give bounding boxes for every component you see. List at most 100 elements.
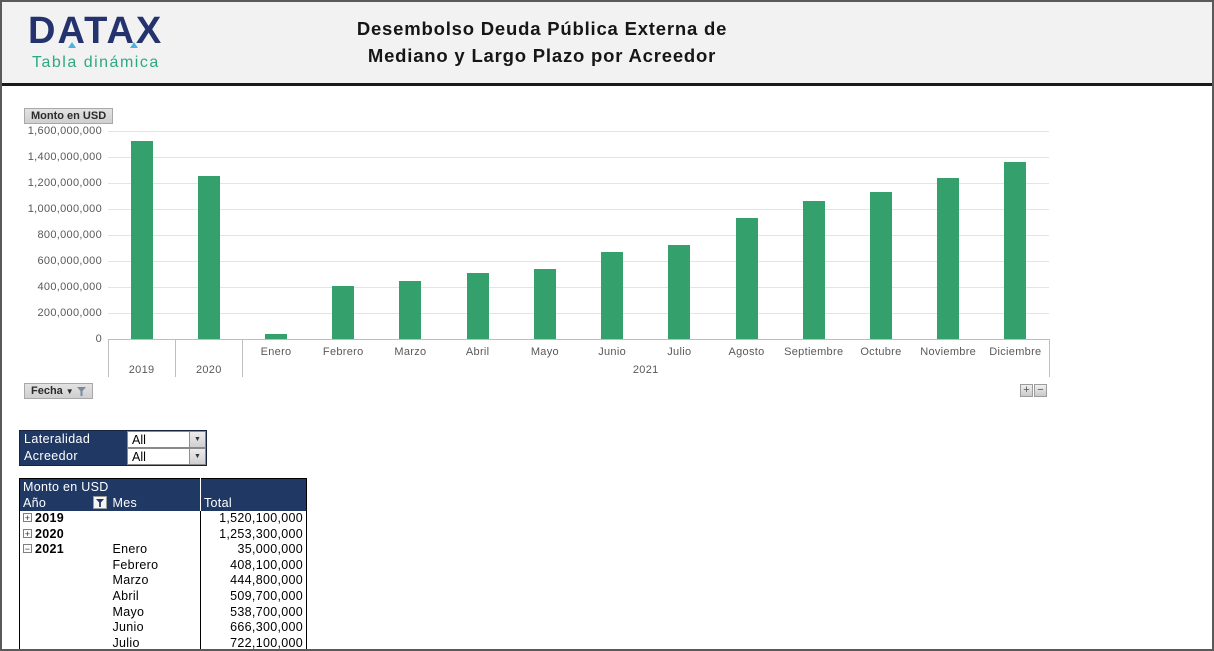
category-axis-separator	[175, 339, 177, 377]
bar-marzo	[399, 281, 422, 339]
value-field-button[interactable]: Monto en USD	[24, 108, 114, 124]
pivot-chart: Monto en USD Fecha ▼ + − 1,600,000,000 1,…	[2, 87, 1212, 417]
x-axis-month-label: Enero	[260, 346, 292, 358]
total-cell: 722,100,000	[200, 635, 307, 649]
month-cell: Abril	[112, 588, 140, 603]
bar-noviembre	[937, 178, 960, 339]
expand-icon[interactable]: +	[23, 528, 32, 539]
value-field-label: Monto en USD	[31, 110, 107, 122]
logo: DATAX	[28, 10, 164, 52]
gridline	[108, 261, 1049, 262]
y-axis-tick-label: 200,000,000	[37, 307, 102, 319]
table-row: +2019 1,520,100,000	[20, 511, 307, 527]
filter-value-dropdown[interactable]: All ▼	[127, 448, 206, 465]
year-cell	[20, 605, 110, 621]
month-cell: Junio	[112, 620, 144, 635]
table-row: Febrero 408,100,000	[20, 557, 307, 574]
gridline	[108, 339, 1049, 340]
pivot-table-title-spacer	[200, 478, 307, 495]
x-axis-year-label: 2020	[195, 364, 222, 376]
x-axis-month-label: Febrero	[322, 346, 364, 358]
page-title: Desembolso Deuda Pública Externa de Medi…	[292, 15, 792, 69]
year-cell	[20, 636, 110, 649]
year-cell	[20, 573, 110, 589]
gridline	[108, 209, 1049, 210]
month-cell: Marzo	[112, 573, 149, 588]
month-cell	[110, 527, 201, 543]
table-row: Abril 509,700,000	[20, 588, 307, 605]
total-cell: 1,253,300,000	[200, 526, 307, 543]
table-row: −2021 Enero 35,000,000	[20, 542, 307, 558]
bar-diciembre	[1004, 162, 1027, 339]
logo-accent-icon	[68, 42, 76, 48]
dropdown-arrow-icon[interactable]: ▼	[189, 432, 205, 447]
filter-selected-value: All	[132, 449, 146, 464]
column-header-label: Año	[23, 496, 47, 510]
year-filter-icon[interactable]	[92, 496, 107, 509]
bar-2020	[197, 176, 220, 339]
bar-junio	[601, 252, 624, 339]
year-cell	[20, 620, 110, 636]
bar-julio	[668, 245, 691, 339]
logo-subtitle: Tabla dinámica	[32, 54, 160, 71]
bar-abril	[466, 273, 489, 339]
axis-field-button[interactable]: Fecha ▼	[24, 383, 93, 399]
x-axis-group-label-2021: 2021	[632, 364, 659, 376]
bar-septiembre	[802, 201, 825, 339]
x-axis-month-label: Octubre	[860, 346, 902, 358]
year-cell	[20, 589, 110, 605]
y-axis-tick-label: 1,400,000,000	[27, 151, 102, 163]
column-header-total: Total	[200, 495, 307, 511]
bar-enero	[265, 334, 288, 339]
gridline	[108, 287, 1049, 288]
chart-collapse-button[interactable]: −	[1034, 384, 1047, 397]
column-header-mes: Mes	[109, 495, 201, 511]
collapse-icon[interactable]: −	[23, 544, 32, 555]
gridline	[108, 235, 1049, 236]
report-filters: Lateralidad All ▼ Acreedor All ▼	[19, 430, 207, 466]
x-axis-month-label: Marzo	[394, 346, 427, 358]
axis-field-label: Fecha	[31, 385, 63, 397]
table-row: Junio 666,300,000	[20, 620, 307, 636]
category-axis-separator	[242, 339, 244, 377]
table-row: Mayo 538,700,000	[20, 604, 307, 621]
filter-label: Lateralidad	[20, 431, 127, 448]
bar-febrero	[332, 286, 355, 339]
header-band: DATAX Tabla dinámica Desembolso Deuda Pú…	[2, 2, 1212, 86]
filter-selected-value: All	[132, 432, 146, 447]
total-cell: 35,000,000	[200, 542, 307, 558]
total-cell: 509,700,000	[200, 588, 307, 605]
y-axis-tick-label: 1,600,000,000	[27, 125, 102, 137]
x-axis-month-label: Abril	[465, 346, 490, 358]
x-axis-month-label: Julio	[667, 346, 692, 358]
total-cell: 1,520,100,000	[200, 511, 307, 527]
x-axis-month-label: Junio	[598, 346, 626, 358]
month-cell: Enero	[112, 542, 148, 557]
chart-expand-button[interactable]: +	[1020, 384, 1033, 397]
x-axis-month-label: Septiembre	[784, 346, 844, 358]
y-axis-tick-label: 600,000,000	[37, 255, 102, 267]
expand-icon[interactable]: +	[23, 513, 32, 523]
page-title-line1: Desembolso Deuda Pública Externa de	[356, 18, 728, 39]
table-row: +2020 1,253,300,000	[20, 526, 307, 543]
table-row: Marzo 444,800,000	[20, 573, 307, 589]
filter-row-acreedor: Acreedor All ▼	[20, 448, 206, 465]
total-cell: 408,100,000	[200, 557, 307, 574]
x-axis-year-label: 2019	[128, 364, 155, 376]
year-label: 2021	[35, 542, 65, 557]
x-axis-month-label: Diciembre	[989, 346, 1042, 358]
total-cell: 666,300,000	[200, 620, 307, 636]
month-cell: Febrero	[112, 557, 159, 572]
category-axis-separator	[108, 339, 109, 377]
year-cell: +2020	[20, 527, 110, 543]
y-axis-tick-label: 1,200,000,000	[27, 177, 102, 189]
filter-value-dropdown[interactable]: All ▼	[127, 431, 206, 448]
table-row: Julio 722,100,000	[20, 635, 307, 649]
page-title-line2: Mediano y Largo Plazo por Acreedor	[367, 45, 717, 66]
dropdown-arrow-icon[interactable]: ▼	[189, 449, 205, 464]
year-cell: −2021	[20, 542, 110, 558]
bar-agosto	[735, 218, 758, 339]
logo-accent-icon	[130, 42, 138, 48]
x-axis-month-label: Agosto	[728, 346, 765, 358]
year-label: 2020	[35, 526, 65, 541]
